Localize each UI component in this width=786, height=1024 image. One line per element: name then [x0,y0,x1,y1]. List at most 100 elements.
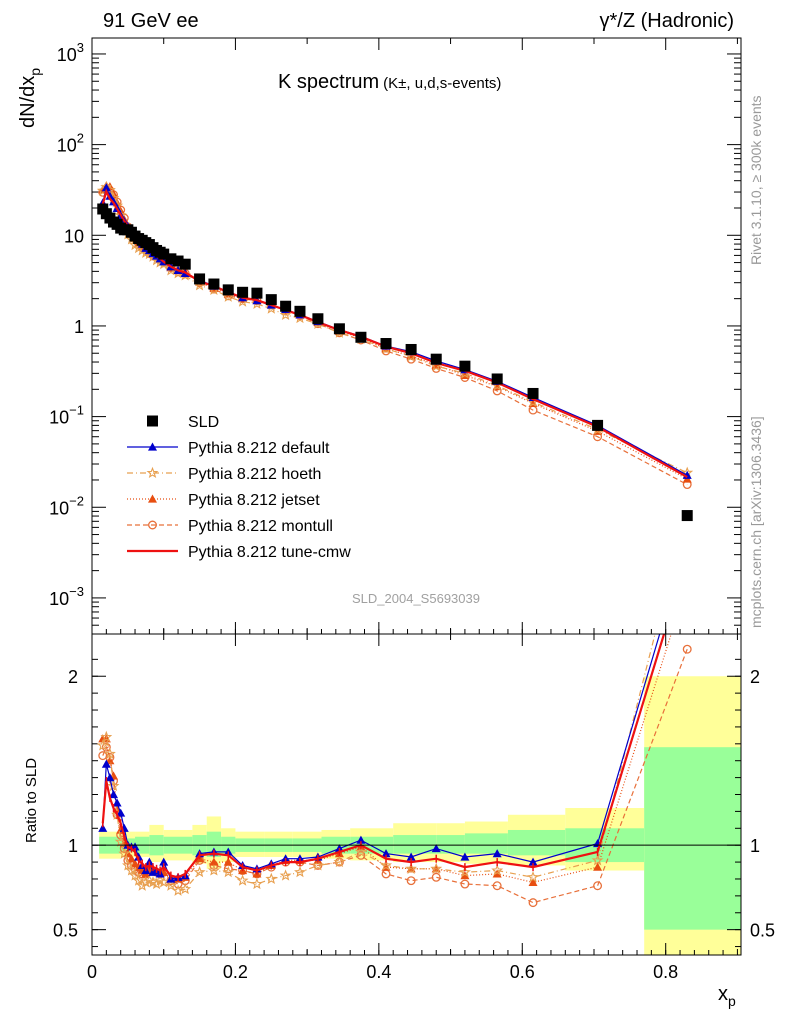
main-y-tick-label: 10−1 [49,403,84,428]
ratio-point-montull [593,881,603,891]
ratio-point-hoeth [207,864,220,876]
sld-data-point [280,300,292,312]
ratio-point-jetset [126,854,136,863]
ratio-point-jetset [492,869,502,878]
sld-data-point [208,278,220,290]
ratio-point-hoeth [491,864,504,876]
sld-data-point [491,373,503,385]
ratio-point-hoeth [683,503,692,512]
ratio-point-montull [406,876,416,886]
main-y-tick-label: 102 [57,131,84,156]
ratio-point-default [109,790,119,799]
ratio-point-default [112,798,122,807]
legend-label-sld: SLD [188,414,219,431]
ratio-point-default [98,823,108,832]
main-y-tick-label: 1 [74,317,84,337]
legend-marker-montull [148,520,157,530]
ratio-point-hoeth [128,869,141,881]
sld-data-point [333,323,345,335]
ratio-series-group [96,503,692,908]
sld-data-point [179,258,191,270]
main-y-tick-label: 10−2 [49,493,84,518]
band-inner-bin [206,831,222,858]
ratio-point-hoeth [405,862,418,874]
ratio-point-hoeth [250,877,263,890]
ratio-point-montull [528,898,538,908]
ratio-point-hoeth [311,859,324,871]
sld-data-point [165,253,177,265]
ratio-y-tick-label-right: 0.5 [750,921,775,941]
ratio-point-montull [682,644,692,654]
ratio-point-hoeth [179,882,192,895]
ratio-point-hoeth [222,865,235,878]
main-y-axis-label-main: dN/dx [17,76,39,128]
rivet-version-label: Rivet 3.1.10, ≥ 300k events [748,95,764,265]
ratio-point-montull [460,879,470,889]
ratio-point-hoeth [430,862,443,874]
ratio-y-axis-label: Ratio to SLD [23,758,40,843]
main-point-default [101,183,111,192]
band-inner-bin [464,833,508,854]
ratio-point-jetset [460,871,470,880]
ratio-point-hoeth [164,879,177,891]
sld-data-point [459,360,471,372]
series-layer [96,180,694,908]
ratio-point-hoeth [265,872,278,885]
ratio-point-hoeth [193,865,206,878]
x-axis-label: xp [718,983,736,1009]
legend-marker-sld [147,415,158,427]
x-tick-label: 0 [87,962,97,982]
ratio-point-jetset [528,877,538,886]
legend-label-default: Pythia 8.212 default [188,440,330,457]
ratio-point-montull [431,872,441,882]
plot-frames [91,37,742,956]
ratio-y-tick-label: 2 [68,667,78,687]
sld-data-point [681,510,693,522]
main-title-text: K spectrum [278,71,379,93]
sld-data-point [527,387,539,399]
ratio-point-jetset [209,857,219,866]
ratio-point-default [381,849,391,858]
ratio-point-default [492,849,502,858]
ratio-y-tick-label: 0.5 [53,921,78,941]
ratio-point-hoeth [458,865,471,878]
main-y-tick-label: 10 [64,226,84,246]
main-line-jetset [102,184,688,480]
ratio-point-default [101,759,111,768]
legend-marker-jetset [148,494,157,503]
text-layer: 91 GeV ee γ*/Z (Hadronic) K spectrum (K±,… [17,10,764,1009]
ratio-point-hoeth [107,779,120,792]
ratio-point-jetset [683,579,692,587]
ratio-point-hoeth [333,855,346,868]
main-y-axis-label-sub: p [27,68,43,76]
x-axis-label-sub: p [728,993,736,1009]
header-left-title: 91 GeV ee [103,10,199,32]
ratio-point-hoeth [354,845,367,858]
analysis-label: SLD_2004_S5693039 [352,591,480,606]
x-tick-label: 0.4 [366,962,391,982]
sld-data-point [380,338,392,350]
ratio-point-default [356,835,366,844]
sld-data-point [430,353,442,365]
sld-data-point [158,248,170,260]
ratio-point-hoeth [172,884,184,896]
x-tick-label: 0.8 [653,962,678,982]
main-y-axis-label: dN/dxp [17,68,43,128]
sld-data-point [251,287,263,299]
ratio-point-hoeth [380,859,392,871]
ratio-point-hoeth [294,865,307,878]
ratio-point-montull [492,881,502,891]
ratio-point-hoeth [279,869,292,881]
ratio-point-hoeth [125,864,138,876]
sld-data-point [194,273,206,285]
ratio-point-default [105,773,115,782]
band-inner-bin [644,747,741,930]
band-inner-bin [393,835,437,854]
ratio-point-default [460,852,470,861]
band-inner-bin [507,829,566,856]
mcplots-label: mcplots.cern.ch [arXiv:1306.3436] [748,416,764,628]
ratio-point-hoeth [121,859,134,871]
ratio-point-default [528,857,538,866]
